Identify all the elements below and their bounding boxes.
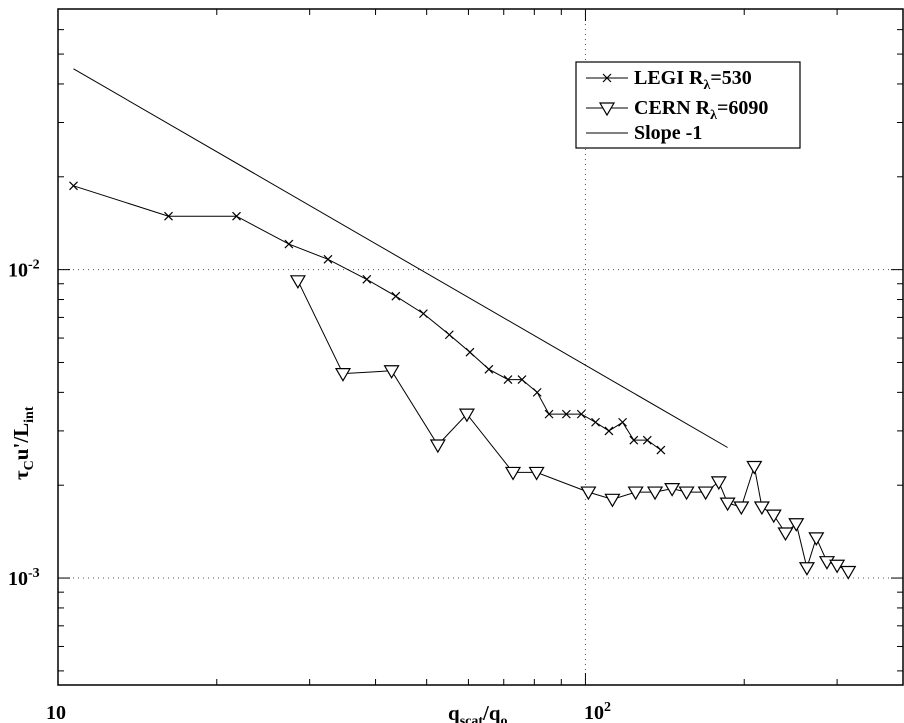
legi-point <box>544 409 554 419</box>
cern-point <box>733 501 750 516</box>
cern-point <box>646 486 664 501</box>
y-axis-label: τCu'/Lint <box>9 406 37 480</box>
cern-point <box>788 518 805 532</box>
cern-point <box>777 527 794 542</box>
legi-point <box>591 417 600 427</box>
legi-point <box>656 445 666 455</box>
series-line-0 <box>73 185 662 451</box>
cern-point <box>746 460 763 475</box>
legend-marker-legi <box>602 73 612 83</box>
cern-point <box>840 565 857 580</box>
legend-label-legi: LEGI Rλ=530 <box>634 67 752 93</box>
cern-point <box>627 486 644 501</box>
grid-lines <box>58 9 903 685</box>
cern-point <box>697 486 714 501</box>
legi-point <box>284 239 294 249</box>
legi-point <box>642 435 652 445</box>
cern-point <box>504 466 522 481</box>
legi-point <box>465 347 475 357</box>
legend-label-cern: CERN Rλ=6090 <box>634 97 768 123</box>
cern-point <box>604 493 621 508</box>
cern-point <box>458 408 475 423</box>
y-tick-label: 10-3 <box>8 566 40 590</box>
series-line-1 <box>297 280 849 572</box>
cern-point <box>719 497 736 512</box>
cern-point <box>289 275 306 289</box>
cern-point <box>664 482 681 497</box>
legi-point <box>391 291 401 301</box>
legi-point <box>419 309 428 319</box>
cern-point <box>818 556 835 570</box>
cern-point <box>798 562 815 576</box>
cern-point <box>808 532 825 547</box>
cern-point <box>580 486 597 501</box>
legi-point <box>69 181 78 191</box>
cern-point <box>528 466 545 481</box>
legi-point <box>444 330 454 340</box>
legi-point <box>503 375 513 385</box>
tick-labels: 10 102 10-2 10-3 <box>8 258 611 723</box>
cern-point <box>765 509 782 524</box>
legi-point <box>323 254 333 264</box>
series-layer <box>69 68 857 580</box>
legi-point <box>362 274 372 284</box>
legi-point <box>232 211 241 221</box>
series-line-2 <box>73 68 728 448</box>
legend-label-slope: Slope -1 <box>634 122 702 144</box>
cern-point <box>753 501 770 516</box>
x-axis-label: qscat/qo <box>448 701 508 723</box>
legi-point <box>532 387 542 397</box>
x-tick-label: 10 <box>46 702 66 723</box>
legi-point <box>618 417 628 427</box>
legi-point <box>164 211 173 221</box>
cern-point <box>710 476 727 491</box>
cern-point <box>334 368 352 382</box>
plot-frame <box>57 8 904 686</box>
legi-point <box>561 409 571 419</box>
cern-point <box>678 486 695 501</box>
y-tick-label: 10-2 <box>8 258 40 282</box>
legi-point <box>604 426 614 436</box>
cern-point <box>383 365 400 379</box>
legi-point <box>517 375 527 385</box>
minor-ticks <box>57 8 904 685</box>
legi-point <box>576 409 586 419</box>
legend-marker-cern <box>598 102 616 117</box>
x-tick-label: 102 <box>584 700 611 723</box>
legi-point <box>484 364 494 374</box>
legi-point <box>629 435 639 445</box>
cern-point <box>429 439 446 454</box>
legend: LEGI Rλ=530 CERN Rλ=6090 Slope -1 <box>575 61 801 149</box>
